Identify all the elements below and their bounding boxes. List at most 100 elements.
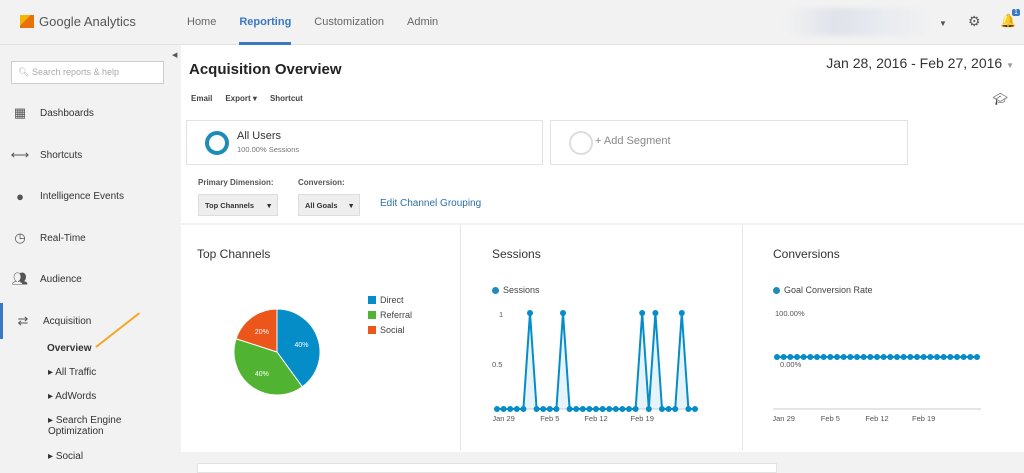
- data-point: [513, 406, 520, 412]
- pie-label: 40%: [255, 371, 269, 378]
- sidebar-sub-social[interactable]: ▸ Social: [48, 451, 84, 462]
- sub-label: Social: [55, 451, 84, 462]
- sub-label: AdWords: [55, 391, 97, 402]
- pie-slice-direct: [276, 308, 321, 388]
- sidebar-sub-overview[interactable]: Overview: [47, 343, 92, 354]
- conversion-select[interactable]: All Goals ▾: [298, 194, 360, 216]
- sidebar-item-intelligence-events[interactable]: ● Intelligence Events: [0, 178, 181, 214]
- legend-social[interactable]: Social: [368, 325, 405, 335]
- data-point: [659, 406, 665, 412]
- data-point: [914, 354, 920, 360]
- data-point: [840, 354, 847, 360]
- data-point: [794, 354, 800, 360]
- sidebar-item-audience[interactable]: 👥︎ Audience: [0, 261, 181, 297]
- sidebar-item-label: Audience: [40, 273, 82, 285]
- select-value: All Goals: [305, 201, 338, 210]
- segment-ring-icon: [205, 131, 229, 155]
- y-tick-label: 1: [499, 310, 503, 319]
- sidebar-sub-adwords[interactable]: ▸ AdWords: [48, 391, 97, 402]
- sidebar: 🔍︎ Search reports & help ▦ Dashboards ⟷ Sh…: [0, 46, 181, 468]
- sidebar-item-label: Shortcuts: [40, 149, 83, 161]
- data-point: [974, 354, 980, 360]
- sidebar-item-shortcuts[interactable]: ⟷ Shortcuts: [0, 137, 181, 173]
- data-point: [814, 354, 820, 360]
- data-point: [645, 406, 652, 412]
- sidebar-item-real-time[interactable]: ◷ Real-Time: [0, 220, 181, 256]
- sessions-chart: 0.5 1 Jan 29 Feb 5 Feb 12 Feb 19: [492, 310, 699, 423]
- conversion-label: Conversion:: [298, 178, 345, 187]
- sidebar-sub-seo[interactable]: ▸ Search Engine Optimization: [48, 415, 122, 437]
- nav-admin[interactable]: Admin: [407, 16, 439, 28]
- top-bar: Google Analytics Home Reporting Customiz…: [0, 0, 1024, 45]
- nav-home[interactable]: Home: [187, 16, 217, 28]
- bulb-icon: ●: [16, 188, 24, 204]
- search-input[interactable]: 🔍︎ Search reports & help: [11, 61, 164, 84]
- search-placeholder: Search reports & help: [31, 67, 119, 77]
- conversions-chart: 0.00% 100.00% Jan 29 Feb 5 Feb 12 Feb 19: [772, 309, 981, 423]
- segment-name: All Users: [237, 130, 282, 142]
- data-point: [672, 406, 679, 412]
- add-segment-button[interactable]: + Add Segment: [550, 120, 908, 165]
- data-point: [774, 354, 780, 360]
- shortcut-button[interactable]: Shortcut: [269, 94, 303, 103]
- gear-icon[interactable]: ⚙: [968, 13, 981, 29]
- data-point: [780, 354, 787, 360]
- x-tick-label: Feb 19: [631, 414, 654, 423]
- data-point: [920, 354, 927, 360]
- email-button[interactable]: Email: [191, 94, 213, 103]
- graduation-cap-icon[interactable]: 🎓︎: [992, 92, 1008, 106]
- bell-icon[interactable]: 🔔: [1000, 13, 1017, 28]
- sidebar-item-acquisition[interactable]: ⇄ Acquisition: [0, 303, 181, 339]
- edit-channel-grouping-link[interactable]: Edit Channel Grouping: [380, 198, 482, 209]
- x-tick-label: Jan 29: [492, 414, 515, 423]
- legend-direct[interactable]: Direct: [368, 295, 404, 305]
- sidebar-item-dashboards[interactable]: ▦ Dashboards: [0, 95, 181, 131]
- sidebar-item-label: Intelligence Events: [40, 190, 124, 202]
- data-point: [606, 406, 613, 412]
- data-point: [860, 354, 867, 360]
- data-point: [692, 406, 698, 412]
- sidebar-item-label: Dashboards: [40, 107, 94, 119]
- grid-icon: ▦: [13, 105, 27, 120]
- data-point: [665, 406, 672, 412]
- export-button[interactable]: Export ▾: [225, 94, 257, 103]
- top-channels-panel: Top Channels 40% 40% 20% Direct Referral S…: [181, 225, 461, 450]
- data-point: [566, 406, 573, 412]
- segment-all-users[interactable]: All Users 100.00% Sessions: [186, 120, 543, 165]
- data-point: [787, 354, 794, 360]
- date-range-picker[interactable]: Jan 28, 2016 - Feb 27, 2016 ▼: [826, 55, 1014, 71]
- data-point: [934, 354, 940, 360]
- data-point: [967, 354, 974, 360]
- logo[interactable]: Google Analytics: [20, 14, 136, 29]
- collapse-sidebar-icon[interactable]: ◀: [172, 52, 178, 59]
- legend-label: Direct: [380, 295, 404, 305]
- panel-title: Conversions: [773, 247, 840, 261]
- acquisition-arrows-icon: ⇄: [17, 313, 29, 328]
- data-point: [586, 406, 593, 412]
- data-point: [626, 406, 632, 412]
- primary-dimension-select[interactable]: Top Channels ▾: [198, 194, 278, 216]
- data-point: [807, 354, 814, 360]
- legend-referral[interactable]: Referral: [368, 310, 412, 320]
- sidebar-sub-all-traffic[interactable]: ▸ All Traffic: [48, 367, 97, 378]
- legend-swatch: [368, 326, 376, 334]
- shortcut-arrows-icon: ⟷: [10, 147, 30, 162]
- page-title: Acquisition Overview: [189, 61, 342, 78]
- nav-customization[interactable]: Customization: [314, 16, 384, 28]
- add-segment-label: + Add Segment: [595, 135, 671, 147]
- panel-title: Sessions: [492, 247, 541, 261]
- sidebar-item-label: Real-Time: [40, 232, 86, 244]
- pie-chart: 40% 40% 20%: [233, 308, 321, 396]
- nav-reporting[interactable]: Reporting: [239, 0, 292, 45]
- data-point: [820, 354, 827, 360]
- select-value: Top Channels: [205, 201, 255, 210]
- data-point: [827, 354, 834, 360]
- pie-slice-referral: [233, 338, 303, 396]
- legend-label: Social: [380, 325, 405, 335]
- y-tick-label: 0.5: [492, 360, 502, 369]
- main-content: Acquisition Overview Jan 28, 2016 - Feb …: [181, 45, 1024, 473]
- chevron-down-icon[interactable]: ▼: [939, 19, 947, 28]
- data-point: [900, 354, 907, 360]
- account-selector[interactable]: [785, 8, 935, 36]
- x-tick-label: Feb 19: [912, 414, 935, 423]
